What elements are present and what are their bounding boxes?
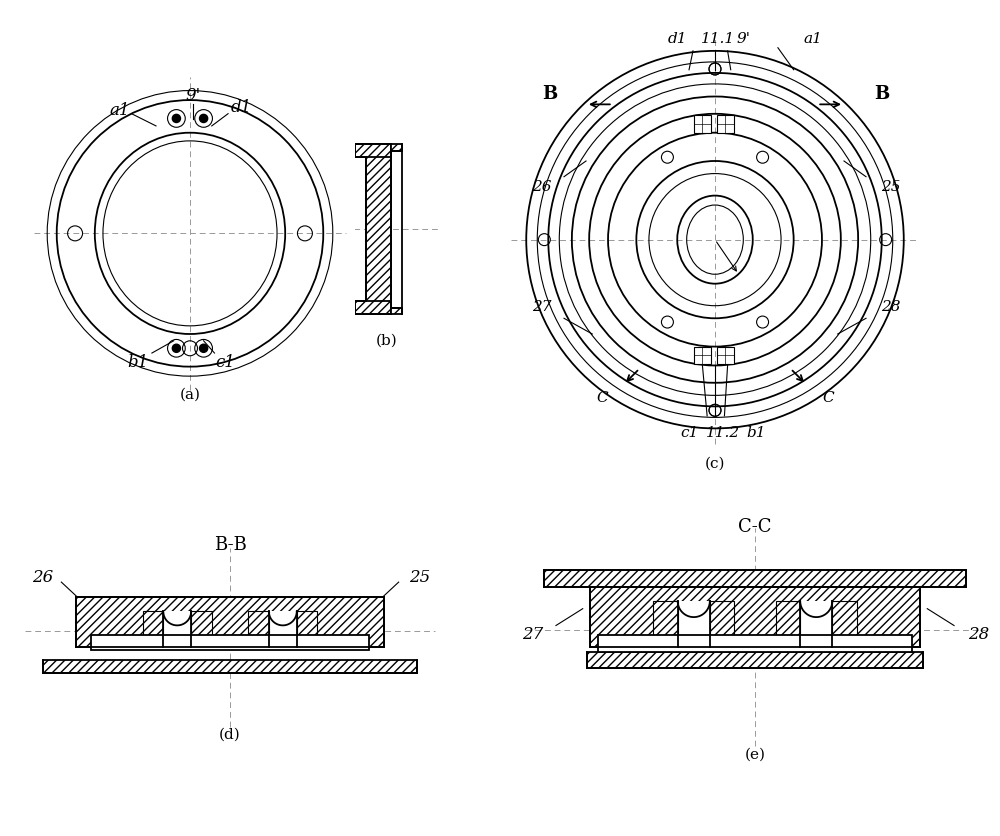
Bar [800,601,832,647]
Text: d1: d1 [667,33,687,46]
Text: b1: b1 [746,425,766,439]
Text: 28: 28 [881,299,901,314]
Text: 27: 27 [522,625,544,642]
Bar [653,601,678,647]
Text: 27: 27 [532,299,552,314]
Bar [587,652,923,669]
Bar [143,612,163,647]
Bar [678,601,710,647]
Text: b1: b1 [128,354,149,370]
Text: (d): (d) [219,726,241,741]
Bar [248,612,269,647]
Text: C-C: C-C [738,517,772,535]
Bar [355,302,391,315]
Circle shape [172,344,180,353]
Bar [163,612,191,647]
Text: C: C [596,390,608,405]
Bar [694,347,711,364]
Bar [43,660,417,673]
Text: (a): (a) [180,387,201,401]
Text: B: B [874,85,889,103]
Text: a1: a1 [109,102,130,119]
Text: 26: 26 [32,568,54,585]
Bar [366,145,391,315]
Bar [598,635,912,652]
Text: 25: 25 [881,180,901,194]
Text: a1: a1 [803,33,822,46]
Text: B: B [542,85,557,103]
Text: 26: 26 [532,180,552,194]
Bar [776,601,800,647]
Bar [91,635,369,650]
Bar [832,601,857,647]
Bar [717,347,734,364]
Text: 9': 9' [736,33,750,46]
Text: B-B: B-B [214,535,246,553]
Text: (b): (b) [376,334,398,347]
Text: (e): (e) [744,747,766,762]
Circle shape [172,115,180,124]
Bar [297,612,317,647]
Bar [710,601,734,647]
Circle shape [200,115,208,124]
Text: (c): (c) [705,456,725,471]
Text: 11.2: 11.2 [706,425,740,439]
Text: 9': 9' [185,87,200,104]
Bar [76,597,384,647]
Bar [191,612,212,647]
Bar [590,588,920,647]
Bar [391,145,402,151]
Bar [391,308,402,315]
Text: C: C [822,390,834,405]
Text: c1: c1 [215,354,235,370]
Circle shape [200,344,208,353]
Text: 25: 25 [409,568,430,585]
Text: 11.1: 11.1 [701,33,735,46]
Bar [717,116,734,134]
Bar [694,116,711,134]
Bar [355,145,391,158]
Bar [544,571,966,588]
Text: 28: 28 [968,625,989,642]
Text: d1: d1 [231,99,252,116]
Bar [269,612,297,647]
Text: c1: c1 [681,425,699,439]
